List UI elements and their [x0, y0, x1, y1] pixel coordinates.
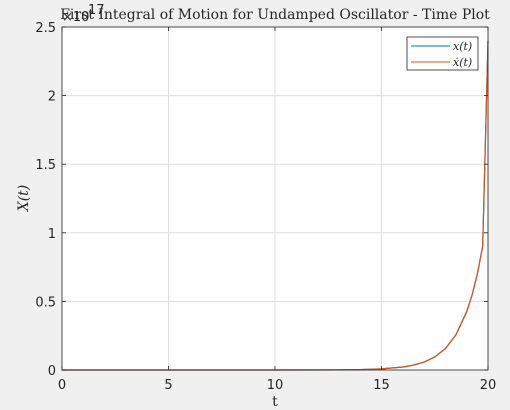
legend-box	[406, 36, 479, 71]
x-axis-label: t	[272, 394, 278, 410]
legend-label-x: x(t)	[453, 40, 472, 53]
y-axis-ticks: 0 0.5 1 1.5 2 2.5	[35, 21, 488, 379]
y-tick-label: 2	[48, 90, 56, 105]
x-tick-label: 20	[480, 378, 497, 393]
y-tick-label: 0	[48, 364, 56, 379]
x-tick-label: 0	[58, 378, 66, 393]
y-axis-label: X(t)	[16, 185, 32, 213]
x-tick-label: 10	[267, 378, 284, 393]
y-tick-label: 2.5	[35, 21, 56, 36]
y-tick-label: 0.5	[35, 295, 56, 310]
chart-title: First Integral of Motion for Undamped Os…	[60, 7, 490, 23]
x-tick-label: 15	[373, 378, 390, 393]
x-axis-ticks: 0 5 10 15 20	[58, 27, 496, 393]
legend-label-xdot: ẋ(t)	[453, 56, 472, 69]
exponent-label: ×10	[62, 10, 89, 25]
y-tick-label: 1.5	[35, 158, 56, 173]
legend: x(t) ẋ(t)	[406, 36, 479, 71]
x-tick-label: 5	[164, 378, 172, 393]
exponent-power: 17	[88, 3, 105, 18]
y-tick-label: 1	[48, 227, 56, 242]
